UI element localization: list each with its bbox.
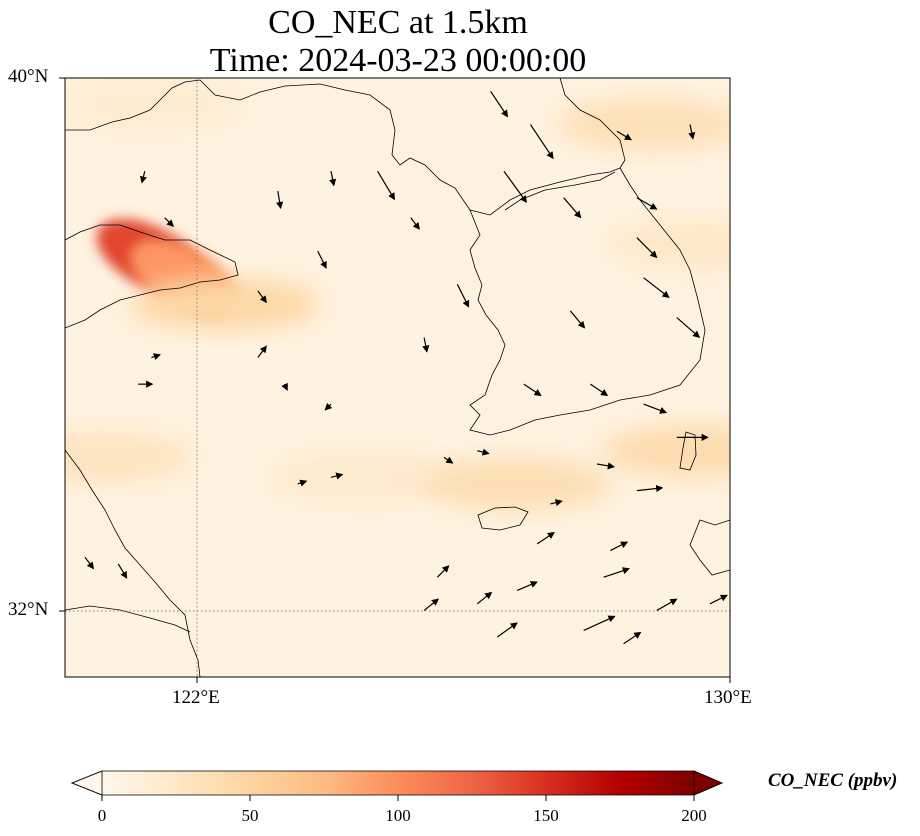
wind-vector-43 xyxy=(151,353,161,361)
map-background xyxy=(65,78,730,677)
wind-vector-16 xyxy=(139,171,147,184)
wind-vector-36 xyxy=(496,622,518,638)
wind-vector-45 xyxy=(281,382,288,391)
concentration-field xyxy=(65,78,730,510)
concentration-band-central xyxy=(269,451,460,504)
wind-vector-27 xyxy=(330,472,344,480)
wind-vector-5 xyxy=(503,170,528,203)
wind-vector-18 xyxy=(317,250,327,269)
wind-vector-14 xyxy=(329,171,337,187)
wind-vector-35 xyxy=(583,615,616,631)
wind-vector-29 xyxy=(550,499,563,507)
wind-vectors xyxy=(84,90,728,645)
wind-vector-26 xyxy=(477,448,490,456)
wind-vector-15 xyxy=(276,191,284,210)
wind-vector-38 xyxy=(476,591,493,605)
wind-vector-4 xyxy=(377,170,395,201)
concentration-band-west xyxy=(65,431,194,484)
lon-label-122: 122°E xyxy=(172,687,220,708)
wind-vector-22 xyxy=(590,383,609,397)
concentration-east-korea-coast xyxy=(608,218,730,271)
wind-vector-8 xyxy=(410,217,420,230)
wind-vector-49 xyxy=(84,556,95,570)
coastline-west-korea xyxy=(469,167,706,436)
concentration-northeast-korea xyxy=(555,98,730,151)
coastline-north-korea-east xyxy=(559,78,626,169)
wind-vector-39 xyxy=(623,631,642,645)
colorbar-ticks xyxy=(101,795,695,801)
wind-vector-17 xyxy=(164,217,174,228)
concentration-band-east xyxy=(601,424,730,477)
colorbar-extend-high xyxy=(693,770,724,796)
wind-vector-19 xyxy=(257,290,267,304)
colorbar-tick-label-50: 50 xyxy=(241,806,259,825)
coastlines xyxy=(65,78,730,677)
wind-vector-23 xyxy=(643,403,668,414)
colorbar-tick-label-100: 100 xyxy=(385,806,411,825)
axis-ticks xyxy=(59,77,731,683)
wind-vector-31 xyxy=(536,532,555,545)
coastline-jiangsu xyxy=(65,449,201,677)
wind-vector-33 xyxy=(516,581,538,592)
colorbar-tick-label-150: 150 xyxy=(533,806,559,825)
colorbar-extend-low xyxy=(70,770,103,796)
wind-vector-42 xyxy=(596,462,615,470)
map-frame xyxy=(64,77,731,678)
wind-vector-2 xyxy=(616,130,632,141)
colorbar xyxy=(70,770,724,801)
map-plot-area xyxy=(65,78,730,677)
colorbar-label: CO_NEC (ppbv) xyxy=(768,770,898,791)
wind-vector-28 xyxy=(297,479,308,487)
wind-vector-7 xyxy=(563,197,582,219)
wind-vector-1 xyxy=(530,124,554,160)
wind-vector-13 xyxy=(456,284,470,308)
wind-vector-47 xyxy=(117,563,128,579)
concentration-plume-tail xyxy=(129,278,320,331)
wind-vector-50 xyxy=(443,456,454,464)
wind-vector-34 xyxy=(603,567,630,578)
wind-vector-37 xyxy=(423,598,440,611)
coastline-yangtze-estuary xyxy=(65,605,191,633)
wind-vector-0 xyxy=(490,90,509,118)
wind-vector-21 xyxy=(523,383,542,397)
wind-vector-48 xyxy=(324,402,333,411)
japan-kyushu xyxy=(689,519,730,576)
colorbar-tick-label-200: 200 xyxy=(681,806,707,825)
wind-vector-6 xyxy=(636,197,658,210)
tsushima-island xyxy=(679,431,697,471)
colorbar-tick-label-0: 0 xyxy=(97,806,107,825)
wind-vector-3 xyxy=(688,124,696,140)
coastline-shandong xyxy=(65,224,239,329)
wind-vector-9 xyxy=(636,237,658,259)
wind-vector-12 xyxy=(569,310,586,329)
wind-vector-44 xyxy=(257,345,267,358)
concentration-band-south-korea xyxy=(422,457,613,510)
lon-label-130: 130°E xyxy=(704,687,752,708)
lat-label-40: 40°N xyxy=(8,66,49,87)
wind-vector-20 xyxy=(422,337,430,353)
coastline-liaodong xyxy=(65,79,621,216)
lat-label-32: 32°N xyxy=(8,599,49,620)
concentration-northwest-coast xyxy=(65,78,247,131)
dmz-border xyxy=(504,171,616,211)
map-title-line-1: CO_NEC at 1.5km xyxy=(268,4,528,41)
wind-vector-30 xyxy=(610,541,629,552)
wind-vector-11 xyxy=(676,317,701,338)
wind-vector-40 xyxy=(709,594,728,605)
wind-vector-32 xyxy=(436,565,450,578)
map-title-line-2: Time: 2024-03-23 00:00:00 xyxy=(209,42,587,79)
wind-vector-41 xyxy=(656,598,678,611)
gridlines xyxy=(65,78,730,677)
wind-vector-10 xyxy=(643,277,670,299)
wind-vector-25 xyxy=(636,484,664,493)
jeju-island xyxy=(477,506,529,531)
colorbar-gradient xyxy=(102,771,694,795)
